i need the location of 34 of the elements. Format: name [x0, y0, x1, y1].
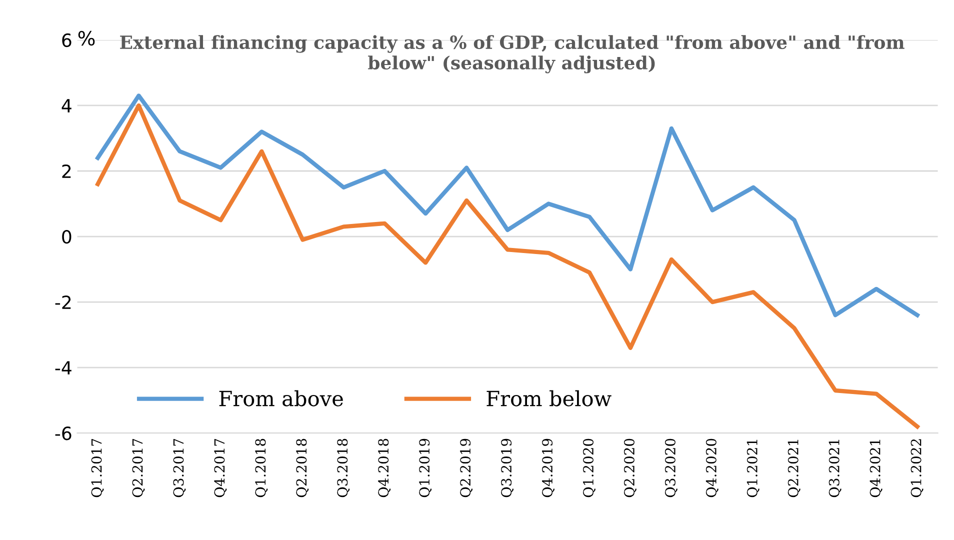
y-tick-label: 6	[62, 33, 72, 48]
x-tick-label: Q4.2019	[542, 438, 555, 498]
y-tick-label: 0	[62, 230, 72, 244]
x-tick-label: Q2.2017	[132, 438, 145, 498]
y-axis-title: %	[78, 30, 95, 46]
chart-title: External financing capacity as a % of GDP, calculated "from above" and "from below" (seasonally adjusted)	[120, 35, 904, 74]
y-tick-label: 4	[62, 99, 72, 112]
x-tick-label: Q1.2018	[255, 438, 268, 498]
x-tick-label: Q3.2019	[501, 438, 514, 498]
x-tick-label: Q2.2020	[624, 438, 637, 498]
y-tick-label: -6	[55, 426, 72, 440]
x-tick-label: Q3.2020	[664, 438, 678, 498]
x-tick-label: Q4.2021	[870, 440, 882, 498]
x-tick-label: Q1.2019	[419, 438, 432, 498]
y-tick-label: -2	[55, 296, 71, 309]
x-tick-label: Q3.2018	[337, 438, 350, 498]
x-tick-label: Q1.2020	[583, 438, 596, 498]
x-tick-label: Q2.2021	[788, 440, 800, 498]
x-tick-label: Q3.2021	[828, 440, 842, 498]
y-tick-label: -4	[55, 361, 72, 374]
y-tick-label: 2	[62, 164, 71, 178]
line-series	[96, 103, 920, 429]
x-tick-label: Q2.2018	[296, 438, 309, 498]
x-tick-label: Q1.2022	[910, 439, 924, 498]
x-tick-label: Q4.2018	[378, 438, 391, 498]
x-tick-label: Q1.2021	[746, 440, 760, 498]
line-series	[96, 94, 920, 318]
x-tick-label: Q4.2017	[214, 438, 227, 498]
x-tick-label: Q3.2017	[173, 438, 186, 498]
x-tick-label: Q1.2017	[91, 438, 104, 498]
x-tick-label: Q4.2020	[706, 438, 718, 498]
x-tick-label: Q2.2019	[460, 438, 473, 498]
legend-label: From below	[486, 390, 612, 406]
legend-label: From above	[219, 390, 343, 406]
